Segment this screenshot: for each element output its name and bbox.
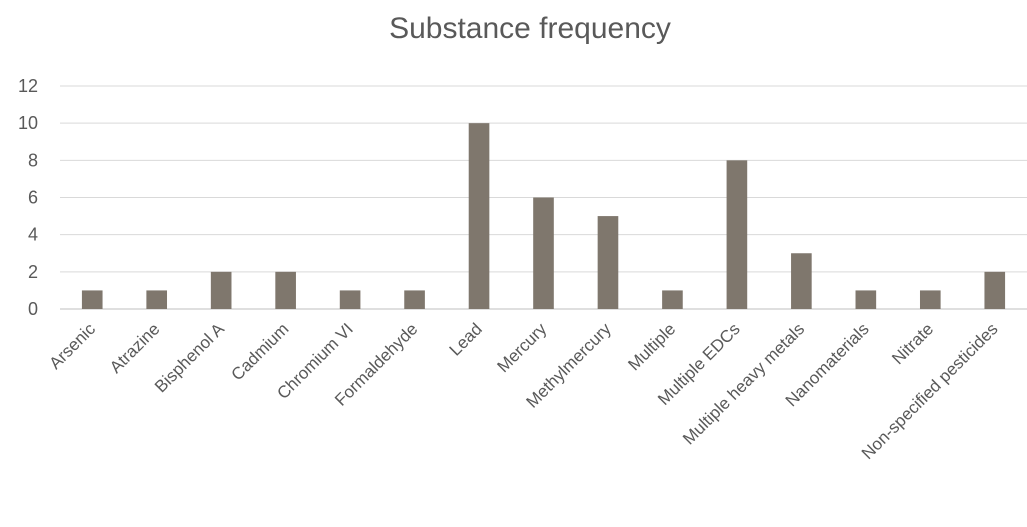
bar-cadmium (275, 271, 296, 309)
bar-nitrate (919, 290, 941, 309)
x-tick-label: Nitrate (888, 319, 937, 368)
x-tick-label: Multiple (624, 319, 679, 374)
y-tick-label: 8 (28, 150, 38, 170)
bar-atrazine (146, 290, 168, 309)
x-tick-label: Bisphenol A (151, 319, 228, 396)
x-tick-label: Mercury (493, 319, 550, 376)
bar-mercury (533, 197, 554, 309)
bar-chromium-vi (339, 290, 361, 309)
x-tick-label: Non-specified pesticides (858, 319, 1002, 463)
bar-bisphenol-a (210, 271, 232, 309)
y-tick-label: 0 (28, 299, 38, 319)
chart-title: Substance frequency (389, 12, 671, 45)
bar-arsenic (81, 290, 103, 309)
y-axis-ticks: 0 2 4 6 8 10 12 (18, 76, 38, 319)
bars (81, 123, 1006, 310)
y-tick-label: 10 (18, 113, 38, 133)
x-tick-label: Cadmium (228, 319, 293, 384)
bar-non-specified-pesticides (984, 271, 1006, 309)
x-tick-label: Multiple heavy metals (679, 319, 808, 448)
y-tick-label: 2 (28, 262, 38, 282)
x-tick-label: Atrazine (106, 319, 164, 377)
y-tick-label: 4 (28, 225, 38, 245)
x-tick-label: Arsenic (46, 319, 100, 373)
bar-formaldehyde (404, 290, 425, 309)
bar-lead (468, 123, 490, 310)
bar-multiple (662, 290, 683, 309)
bar-methylmercury (597, 216, 619, 309)
y-tick-label: 12 (18, 76, 38, 96)
bar-nanomaterials (855, 290, 877, 309)
x-tick-label: Lead (446, 319, 486, 359)
bar-multiple-heavy-metals (791, 253, 812, 309)
y-tick-label: 6 (28, 188, 38, 208)
bar-multiple-edcs (726, 160, 748, 309)
